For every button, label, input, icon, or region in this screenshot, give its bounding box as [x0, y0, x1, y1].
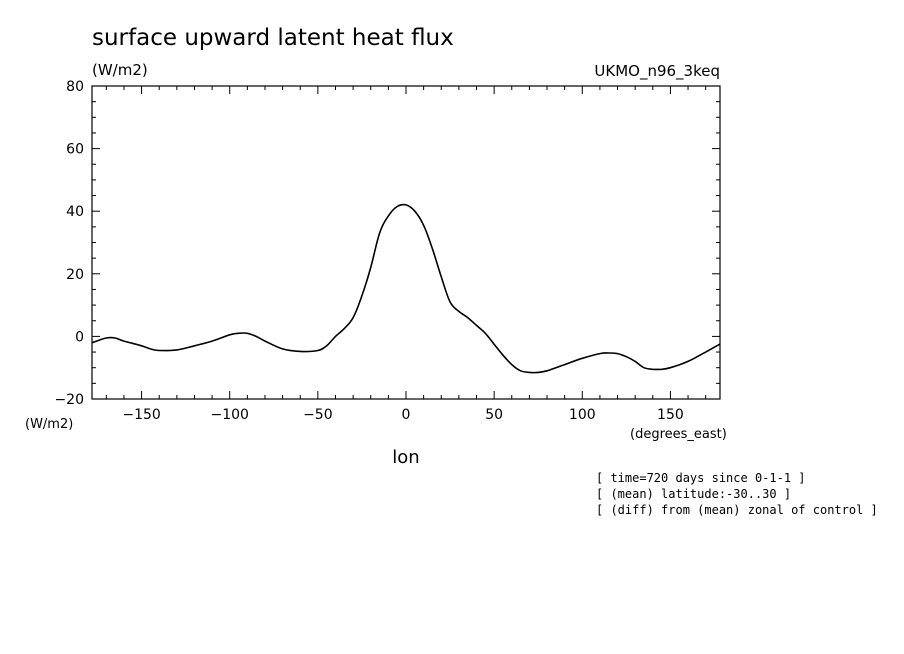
- y-tick-label: 60: [66, 142, 84, 158]
- x-tick-label: −150: [122, 407, 160, 423]
- y-tick-label: 0: [75, 329, 84, 345]
- model-label: UKMO_n96_3keq: [594, 62, 720, 81]
- x-axis-unit-label: (degrees_east): [630, 427, 727, 442]
- x-tick-label: 50: [485, 407, 503, 423]
- x-tick-label: 0: [402, 407, 411, 423]
- series-line: [91, 203, 721, 374]
- y-tick-label: 40: [66, 204, 84, 220]
- x-tick-label: 150: [657, 407, 684, 423]
- chart-title: surface upward latent heat flux: [92, 25, 454, 51]
- y-tick-label: 80: [66, 79, 84, 95]
- x-axis-label: lon: [392, 447, 419, 468]
- x-tick-label: −100: [210, 407, 248, 423]
- y-axis-unit-label: (W/m2): [92, 61, 148, 79]
- annotation-latitude: [ (mean) latitude:-30..30 ]: [596, 487, 791, 501]
- x-tick-label: −50: [303, 407, 333, 423]
- plot-frame: [91, 85, 721, 400]
- y-tick-label: −20: [54, 392, 84, 408]
- annotation-diff: [ (diff) from (mean) zonal of control ]: [596, 503, 878, 517]
- y-axis-unit-bottom: (W/m2): [25, 417, 73, 432]
- x-tick-label: 100: [569, 407, 596, 423]
- x-axis-ticks: −150 −100 −50 0 50 100 150: [105, 86, 707, 423]
- y-tick-label: 20: [66, 267, 84, 283]
- annotation-time: [ time=720 days since 0-1-1 ]: [596, 471, 806, 485]
- y-axis-ticks: −20 0 20 40 60 80: [54, 79, 720, 408]
